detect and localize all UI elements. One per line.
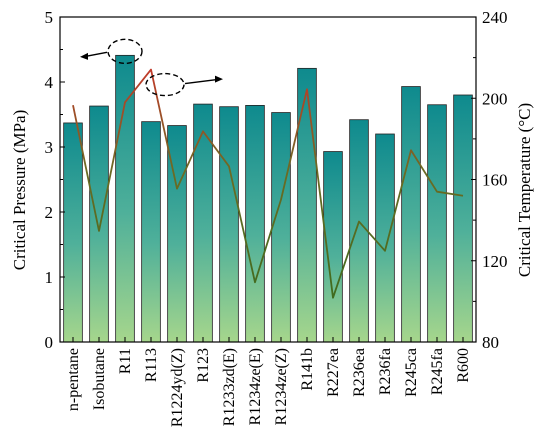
annotation-ellipse-pressure — [107, 38, 143, 65]
category-label: R1224yd(Z) — [169, 348, 186, 427]
y2-axis-title: Critical Temperature (°C) — [515, 103, 534, 277]
bar-R236ea — [349, 119, 369, 343]
y-tick-label: 4 — [45, 73, 54, 92]
y2-tick-label: 200 — [482, 89, 508, 108]
category-label: R600 — [455, 348, 472, 383]
category-label: n-pentane — [65, 348, 82, 411]
annotations-group — [80, 38, 223, 97]
temperature-line-group — [72, 68, 464, 299]
bar-R141b — [297, 67, 317, 343]
ticks-group: 0 1 2 3 4 5 80 120 160 200 240 — [45, 8, 508, 352]
y2-tick-label: 120 — [482, 252, 508, 271]
category-label: R245ca — [403, 348, 420, 397]
category-label: R1233zd(E) — [221, 348, 238, 426]
y-tick-label: 2 — [45, 203, 54, 222]
category-label: R1234ze(Z) — [273, 348, 290, 425]
y2-tick-label: 160 — [482, 171, 508, 190]
annotation-ellipse-temperature — [145, 72, 185, 97]
annotation-arrowhead-right — [215, 75, 223, 83]
bar-R1234ze(Z) — [271, 112, 291, 343]
y-tick-label: 0 — [45, 333, 54, 352]
y2-tick-label: 240 — [482, 8, 508, 27]
y-tick-label: 5 — [45, 8, 54, 27]
bar-R1234ze(E) — [245, 105, 265, 343]
temperature-line — [72, 68, 464, 299]
annotation-arrow-left — [85, 51, 108, 58]
bar-R1233zd(E) — [219, 106, 239, 343]
category-label: R141b — [299, 348, 316, 391]
category-label: R11 — [117, 348, 134, 374]
y-tick-label: 3 — [45, 138, 54, 157]
annotation-arrow-right — [184, 78, 218, 85]
category-label: R227ea — [325, 348, 342, 397]
y2-tick-label: 80 — [482, 333, 499, 352]
category-label: R236fa — [377, 348, 394, 395]
bar-Isobutane — [89, 105, 109, 343]
annotation-arrowhead-left — [80, 52, 88, 60]
bar-R245fa — [427, 104, 447, 343]
category-label: R113 — [143, 348, 160, 382]
y-axis-title: Critical Pressure (MPa) — [10, 110, 29, 271]
category-label: R1234ze(E) — [247, 348, 264, 425]
bar-R11 — [115, 54, 135, 343]
category-label: Isobutane — [91, 348, 108, 410]
bar-R236fa — [375, 133, 395, 343]
category-label: R236ea — [351, 348, 368, 397]
category-labels-group: n-pentane Isobutane R11 R113 R1224yd(Z) R123 R… — [65, 348, 472, 427]
y-tick-label: 1 — [45, 268, 54, 287]
category-label: R123 — [195, 348, 212, 383]
bar-R113 — [141, 121, 161, 343]
category-label: R245fa — [429, 348, 446, 395]
bar-R245ca — [401, 86, 421, 343]
bars-group — [63, 54, 473, 343]
bar-R600 — [453, 94, 473, 343]
bar-n-pentane — [63, 122, 83, 343]
